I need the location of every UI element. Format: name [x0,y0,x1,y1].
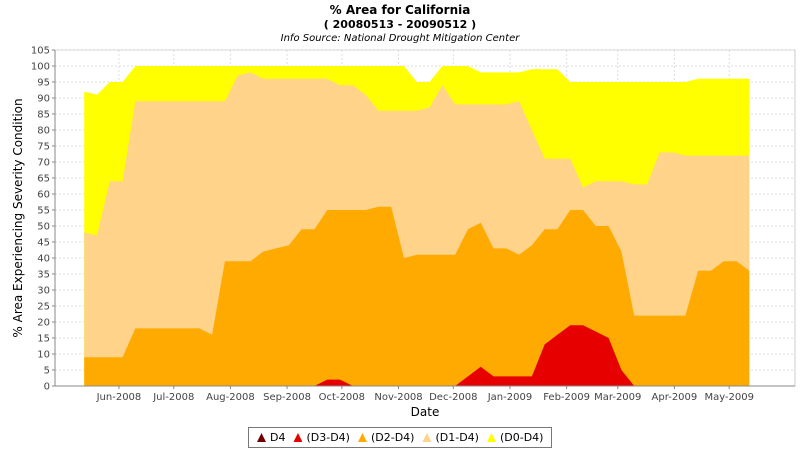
y-tick-label: 105 [31,46,50,57]
x-tick-label: Oct-2008 [319,392,365,403]
legend-swatch-icon [257,433,266,442]
legend-swatch-icon [422,433,432,442]
y-tick-label: 45 [37,238,50,249]
legend-item: (D2-D4) [357,431,415,444]
x-tick-label: Sep-2008 [263,392,311,403]
legend-label: D4 [270,431,286,444]
chart-source: Info Source: National Drought Mitigation… [280,33,520,44]
x-tick-label: Jan-2009 [487,392,532,403]
legend-item: D4 [257,431,285,444]
legend-label: (D2-D4) [370,431,415,444]
chart-title: % Area for California [329,3,471,17]
y-tick-label: 85 [37,110,50,121]
x-tick-label: Aug-2008 [206,392,255,403]
x-tick-label: Jul-2008 [152,392,194,403]
y-tick-label: 60 [37,190,50,201]
legend-item: (D3-D4) [293,431,350,444]
legend-swatch-icon [357,433,367,442]
legend: D4 (D3-D4) (D2-D4) (D1-D4) (D0-D4) [248,427,553,448]
y-tick-label: 35 [37,270,50,281]
legend-swatch-icon [486,433,496,442]
area-series [84,66,750,387]
x-tick-label: Jun-2008 [96,392,142,403]
y-tick-label: 90 [37,94,50,105]
chart-subtitle: ( 20080513 - 20090512 ) [323,18,477,31]
y-tick-label: 65 [37,174,50,185]
legend-label: (D1-D4) [435,431,479,444]
y-tick-label: 95 [37,78,50,89]
y-tick-label: 5 [44,366,50,377]
x-axis: Jun-2008 Jul-2008 Aug-2008 Sep-2008 Oct-2008… [55,385,795,403]
y-tick-label: 80 [37,126,50,137]
y-tick-label: 70 [37,158,50,169]
x-tick-label: Nov-2008 [374,392,422,403]
area-d3-d4 [84,325,750,386]
y-tick-label: 50 [37,222,50,233]
y-tick-label: 0 [44,382,50,393]
y-tick-label: 55 [37,206,50,217]
x-tick-label: Apr-2009 [652,392,698,403]
y-axis-label: % Area Experiencing Severity Condition [11,98,25,337]
x-tick-label: Mar-2009 [594,392,641,403]
y-axis: 0 5 10 15 20 25 30 35 40 45 50 55 60 65 70 75 80 85 90 95 10… [31,46,56,393]
legend-swatch-icon [293,433,303,442]
legend-item: (D0-D4) [486,431,544,444]
x-tick-label: Feb-2009 [543,392,590,403]
x-axis-label: Date [411,405,440,419]
legend-label: (D0-D4) [499,431,544,444]
y-tick-label: 30 [37,286,50,297]
y-tick-label: 15 [37,334,50,345]
y-tick-label: 75 [37,142,50,153]
y-tick-label: 40 [37,254,50,265]
x-tick-label: May-2009 [704,392,754,403]
y-tick-label: 25 [37,302,50,313]
legend-label: (D3-D4) [306,431,350,444]
y-tick-label: 100 [31,62,50,73]
x-tick-label: Dec-2008 [429,392,477,403]
y-tick-label: 20 [37,318,50,329]
y-tick-label: 10 [37,350,50,361]
legend-item: (D1-D4) [422,431,479,444]
